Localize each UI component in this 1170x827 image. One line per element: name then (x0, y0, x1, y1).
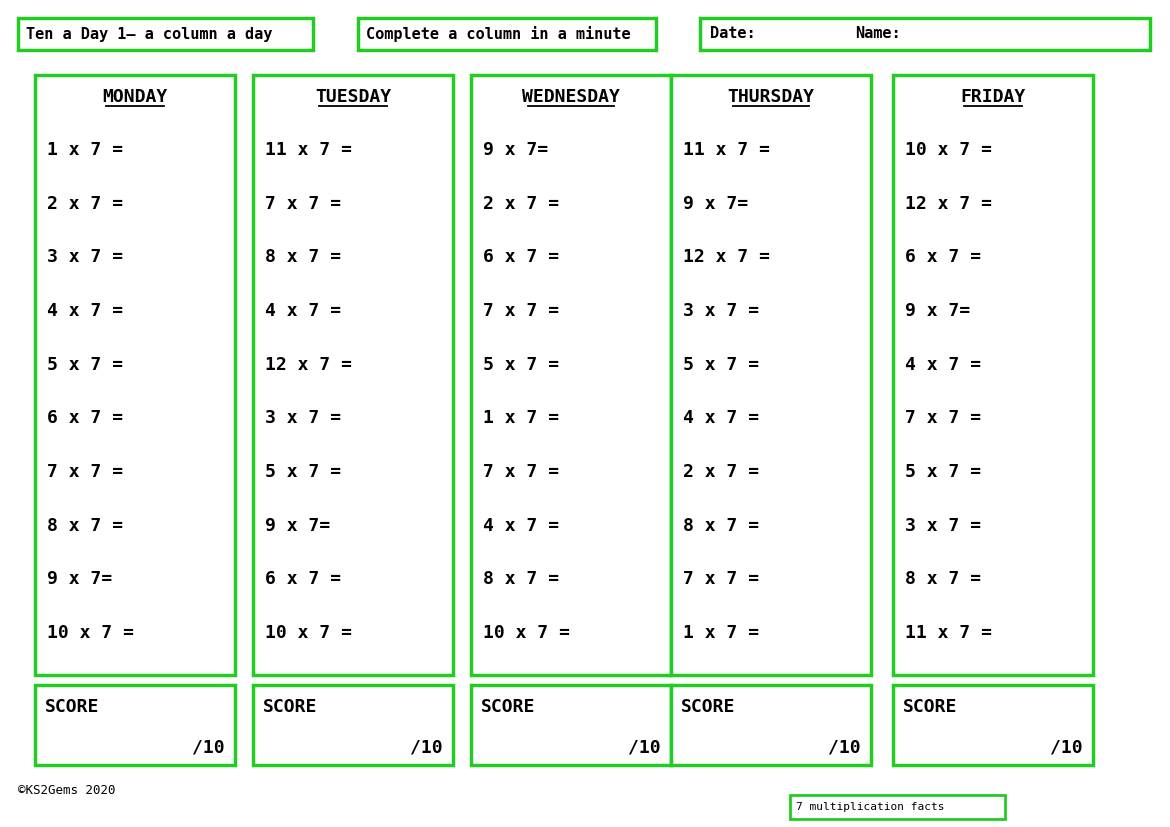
Text: 8 x 7 =: 8 x 7 = (47, 517, 123, 535)
Text: 9 x 7=: 9 x 7= (483, 141, 549, 159)
Text: 6 x 7 =: 6 x 7 = (483, 248, 559, 266)
FancyBboxPatch shape (472, 685, 672, 765)
Text: 7 x 7 =: 7 x 7 = (906, 409, 982, 428)
Text: 5 x 7 =: 5 x 7 = (906, 463, 982, 481)
Text: SCORE: SCORE (681, 698, 736, 716)
Text: FRIDAY: FRIDAY (961, 88, 1026, 106)
Text: 10 x 7 =: 10 x 7 = (483, 624, 570, 642)
Text: /10: /10 (628, 738, 661, 756)
Text: 2 x 7 =: 2 x 7 = (483, 194, 559, 213)
Text: 7 x 7 =: 7 x 7 = (683, 571, 759, 589)
Text: 4 x 7 =: 4 x 7 = (264, 302, 342, 320)
Text: SCORE: SCORE (903, 698, 957, 716)
Text: 12 x 7 =: 12 x 7 = (906, 194, 992, 213)
Text: 8 x 7 =: 8 x 7 = (683, 517, 759, 535)
Text: 1 x 7 =: 1 x 7 = (683, 624, 759, 642)
FancyBboxPatch shape (893, 75, 1093, 675)
Text: MONDAY: MONDAY (103, 88, 167, 106)
FancyBboxPatch shape (35, 75, 235, 675)
Text: 6 x 7 =: 6 x 7 = (264, 571, 342, 589)
Text: SCORE: SCORE (44, 698, 99, 716)
Text: 7 x 7 =: 7 x 7 = (483, 302, 559, 320)
Text: 7 x 7 =: 7 x 7 = (264, 194, 342, 213)
Text: WEDNESDAY: WEDNESDAY (522, 88, 620, 106)
FancyBboxPatch shape (472, 75, 672, 675)
FancyBboxPatch shape (672, 685, 870, 765)
Text: 12 x 7 =: 12 x 7 = (264, 356, 352, 374)
Text: 9 x 7=: 9 x 7= (47, 571, 112, 589)
Text: Complete a column in a minute: Complete a column in a minute (366, 26, 631, 42)
Text: 3 x 7 =: 3 x 7 = (683, 302, 759, 320)
Text: 4 x 7 =: 4 x 7 = (483, 517, 559, 535)
Text: 10 x 7 =: 10 x 7 = (264, 624, 352, 642)
Text: 7 x 7 =: 7 x 7 = (483, 463, 559, 481)
Text: 9 x 7=: 9 x 7= (906, 302, 970, 320)
Text: Name:: Name: (855, 26, 901, 41)
Text: 10 x 7 =: 10 x 7 = (47, 624, 135, 642)
Text: TUESDAY: TUESDAY (315, 88, 391, 106)
Text: 1 x 7 =: 1 x 7 = (47, 141, 123, 159)
FancyBboxPatch shape (358, 18, 656, 50)
Text: SCORE: SCORE (481, 698, 536, 716)
Text: THURSDAY: THURSDAY (728, 88, 814, 106)
Text: 5 x 7 =: 5 x 7 = (264, 463, 342, 481)
Text: 6 x 7 =: 6 x 7 = (906, 248, 982, 266)
Text: 2 x 7 =: 2 x 7 = (683, 463, 759, 481)
FancyBboxPatch shape (35, 685, 235, 765)
FancyBboxPatch shape (700, 18, 1150, 50)
Text: 4 x 7 =: 4 x 7 = (683, 409, 759, 428)
Text: /10: /10 (411, 738, 443, 756)
Text: ©KS2Gems 2020: ©KS2Gems 2020 (18, 783, 116, 796)
Text: 9 x 7=: 9 x 7= (683, 194, 749, 213)
Text: 7 multiplication facts: 7 multiplication facts (796, 802, 944, 812)
Text: 8 x 7 =: 8 x 7 = (483, 571, 559, 589)
Text: 1 x 7 =: 1 x 7 = (483, 409, 559, 428)
Text: Ten a Day 1— a column a day: Ten a Day 1— a column a day (26, 26, 273, 41)
FancyBboxPatch shape (790, 795, 1005, 819)
Text: SCORE: SCORE (263, 698, 317, 716)
Text: 8 x 7 =: 8 x 7 = (906, 571, 982, 589)
FancyBboxPatch shape (18, 18, 314, 50)
FancyBboxPatch shape (672, 75, 870, 675)
Text: 5 x 7 =: 5 x 7 = (483, 356, 559, 374)
Text: /10: /10 (1051, 738, 1083, 756)
Text: 4 x 7 =: 4 x 7 = (906, 356, 982, 374)
Text: 3 x 7 =: 3 x 7 = (906, 517, 982, 535)
Text: 2 x 7 =: 2 x 7 = (47, 194, 123, 213)
Text: /10: /10 (828, 738, 861, 756)
FancyBboxPatch shape (893, 685, 1093, 765)
FancyBboxPatch shape (253, 685, 453, 765)
Text: 11 x 7 =: 11 x 7 = (683, 141, 770, 159)
Text: 6 x 7 =: 6 x 7 = (47, 409, 123, 428)
Text: 7 x 7 =: 7 x 7 = (47, 463, 123, 481)
Text: 11 x 7 =: 11 x 7 = (906, 624, 992, 642)
Text: 4 x 7 =: 4 x 7 = (47, 302, 123, 320)
Text: 3 x 7 =: 3 x 7 = (264, 409, 342, 428)
Text: /10: /10 (192, 738, 225, 756)
Text: 9 x 7=: 9 x 7= (264, 517, 330, 535)
Text: Date:: Date: (710, 26, 756, 41)
Text: 3 x 7 =: 3 x 7 = (47, 248, 123, 266)
Text: 12 x 7 =: 12 x 7 = (683, 248, 770, 266)
Text: 10 x 7 =: 10 x 7 = (906, 141, 992, 159)
Text: 8 x 7 =: 8 x 7 = (264, 248, 342, 266)
FancyBboxPatch shape (253, 75, 453, 675)
Text: 11 x 7 =: 11 x 7 = (264, 141, 352, 159)
Text: 5 x 7 =: 5 x 7 = (47, 356, 123, 374)
Text: 5 x 7 =: 5 x 7 = (683, 356, 759, 374)
